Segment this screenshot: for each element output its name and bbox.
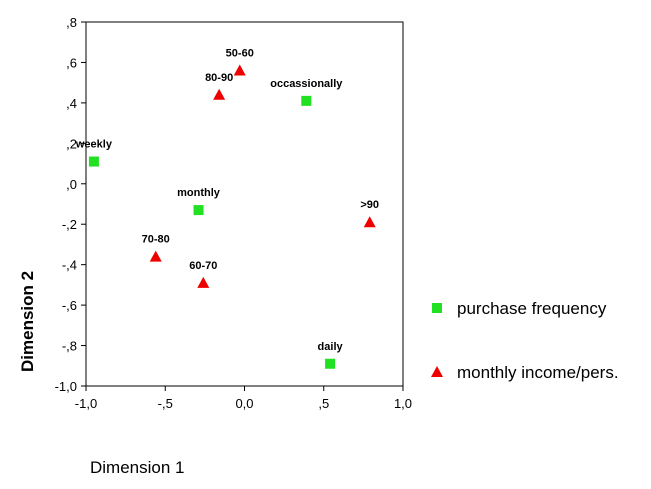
y-tick-label: -,6 [62,298,77,313]
purchase-frequency-point [325,358,336,369]
y-tick-label: ,6 [66,55,77,70]
income-point [213,88,226,100]
legend: purchase frequency monthly income/pers. [431,299,619,382]
y-axis-ticks: ,8 ,6 ,4 ,2 ,0 -,2 -,4 -,6 -,8 -1,0 [55,15,86,394]
y-tick-label: -,8 [62,339,77,354]
y-tick-label: ,2 [66,136,77,151]
y-tick-label: ,0 [66,177,77,192]
purchase-frequency-point [193,205,204,216]
x-tick-label: 0,0 [235,396,253,411]
plot-border [85,21,404,387]
x-tick-label: 1,0 [394,396,412,411]
point-label: 60-70 [189,260,217,272]
y-tick-label: -1,0 [55,379,77,394]
x-axis-title: Dimension 1 [90,458,185,477]
point-label: 80-90 [205,72,233,84]
point-label: daily [318,341,344,353]
x-tick-label: ,5 [318,396,329,411]
point-label: weekly [75,139,113,151]
income-point [197,276,210,288]
purchase-frequency-point [301,95,312,106]
purchase-frequency-point [88,156,99,167]
point-label: monthly [177,187,221,199]
legend-label: monthly income/pers. [457,363,619,382]
point-label: 70-80 [142,234,170,246]
income-point [149,250,162,262]
x-tick-label: -,5 [158,396,173,411]
point-label: >90 [360,199,379,211]
x-axis-ticks: -1,0 -,5 0,0 ,5 1,0 [75,386,412,411]
data-points: weekly monthly occassionally daily 50-60 80-9… [75,48,379,369]
x-tick-label: -1,0 [75,396,97,411]
legend-label: purchase frequency [457,299,607,318]
legend-triangle-icon [431,366,443,377]
plot-area [85,21,404,387]
income-point [363,216,376,228]
y-axis-title: Dimension 2 [18,271,37,372]
income-point [233,64,246,76]
point-label: 50-60 [226,48,254,60]
y-tick-label: ,8 [66,15,77,30]
y-tick-label: -,4 [62,258,77,273]
point-label: occassionally [270,78,343,90]
y-tick-label: ,4 [66,96,77,111]
y-tick-label: -,2 [62,217,77,232]
legend-square-icon [432,303,442,313]
